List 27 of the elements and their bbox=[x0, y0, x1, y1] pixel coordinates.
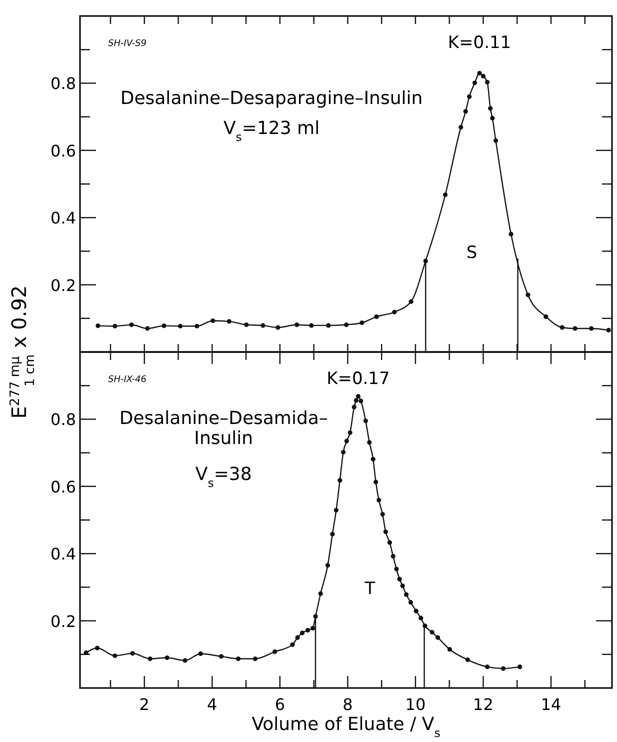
y-tick-label: 0.8 bbox=[50, 410, 76, 430]
y-tick-label: 0.8 bbox=[50, 74, 76, 94]
annotation: V$_{s}$=38 bbox=[195, 464, 252, 490]
y-tick-label: 0.4 bbox=[50, 208, 76, 228]
x-tick-label: 6 bbox=[274, 695, 286, 714]
y-tick-label: 0.2 bbox=[50, 612, 76, 631]
x-tick-label: 14 bbox=[540, 695, 562, 714]
annotation: Desalanine–Desaparagine–Insulin bbox=[120, 88, 423, 109]
x-tick-label: 8 bbox=[342, 695, 353, 714]
x-tick-label: 12 bbox=[473, 695, 494, 714]
annotation: T bbox=[364, 578, 376, 599]
annotation: V$_{s}$=123 ml bbox=[223, 118, 320, 144]
annotation: SH-IV-S9 bbox=[108, 39, 147, 49]
y-tick-label: 0.6 bbox=[50, 141, 76, 160]
y-tick-label: 0.6 bbox=[50, 477, 76, 496]
x-axis-title: Volume of Eluate / V$_{s}$ bbox=[252, 714, 440, 740]
annotation: Insulin bbox=[194, 428, 254, 449]
annotation: Desalanine–Desamida– bbox=[119, 408, 328, 429]
y-tick-label: 0.4 bbox=[50, 544, 76, 564]
annotation: K=0.11 bbox=[448, 33, 512, 53]
x-tick-label: 4 bbox=[207, 695, 218, 714]
x-tick-label: 10 bbox=[405, 695, 426, 714]
annotation: K=0.17 bbox=[326, 369, 390, 389]
x-tick-label: 2 bbox=[139, 695, 150, 714]
y-tick-label: 0.2 bbox=[50, 276, 76, 295]
annotation: SH-IX-46 bbox=[108, 375, 147, 385]
annotation: S bbox=[466, 242, 478, 263]
